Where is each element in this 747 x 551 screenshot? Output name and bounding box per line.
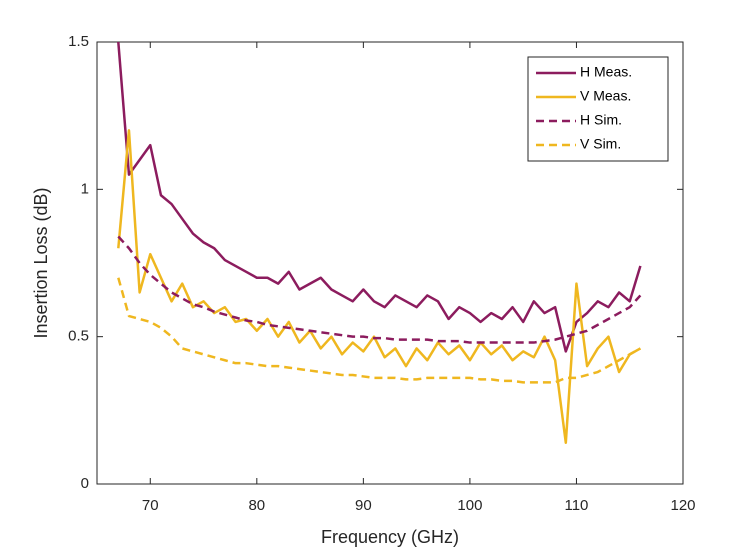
series-line	[117, 42, 642, 353]
x-axis-label: Frequency (GHz)	[321, 527, 459, 547]
y-tick-label: 0.5	[68, 328, 89, 345]
legend-box	[527, 56, 669, 162]
y-tick-label: 1.5	[68, 33, 89, 50]
legend-label: V Meas.	[580, 88, 631, 104]
y-tick-label: 0	[81, 475, 89, 492]
legend-label: H Sim.	[580, 112, 622, 128]
x-tick-label: 90	[355, 497, 372, 514]
x-tick-label: 100	[457, 497, 482, 514]
lines	[117, 42, 642, 444]
x-tick-label: 70	[142, 497, 159, 514]
series-line	[117, 129, 641, 444]
series-line	[117, 235, 642, 344]
y-axis-label: Insertion Loss (dB)	[31, 187, 51, 338]
x-tick-label: 80	[248, 497, 265, 514]
legend-label: V Sim.	[580, 136, 621, 152]
series-line	[117, 277, 641, 384]
legend-label: H Meas.	[580, 64, 632, 80]
y-tick-label: 1	[81, 180, 89, 197]
x-tick-label: 120	[670, 497, 695, 514]
x-tick-label: 110	[564, 497, 588, 514]
